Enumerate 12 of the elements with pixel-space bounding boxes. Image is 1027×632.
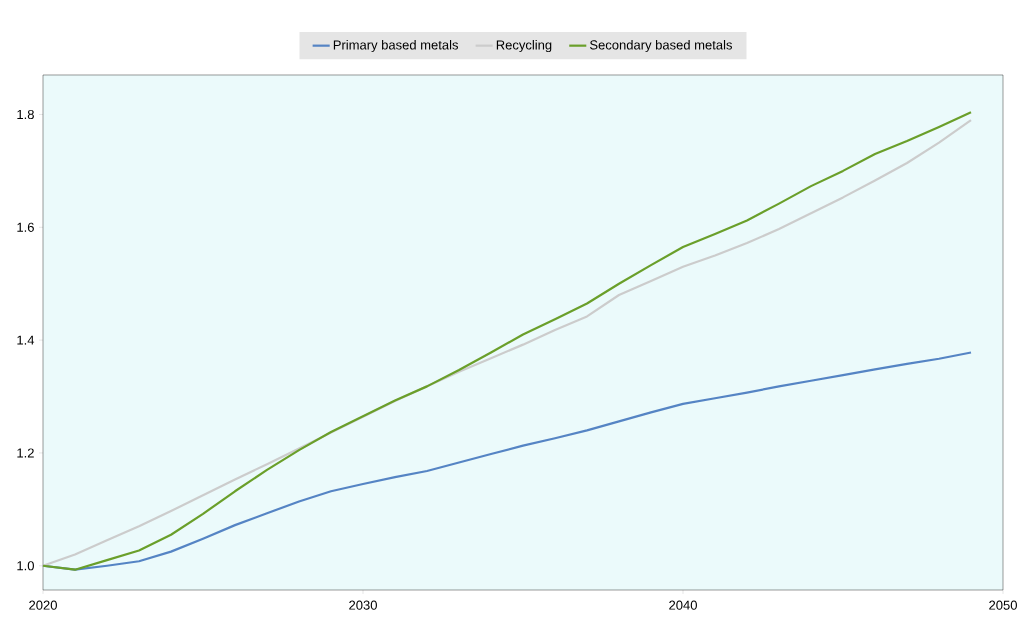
x-tick-label: 2030: [349, 600, 377, 610]
legend-label: Recycling: [496, 39, 552, 53]
y-tick-label: 1.2: [17, 448, 34, 458]
y-tick-label: 1.0: [17, 561, 34, 571]
y-tick-label: 1.4: [17, 335, 35, 345]
x-tick-label: 2050: [989, 600, 1017, 610]
legend-label: Secondary based metals: [590, 39, 732, 53]
x-tick-label: 2040: [669, 600, 697, 610]
y-tick-label: 1.8: [17, 109, 34, 120]
x-tick-label: 2020: [29, 600, 57, 610]
y-tick-label: 1.6: [17, 222, 34, 232]
legend-label: Primary based metals: [333, 39, 459, 53]
